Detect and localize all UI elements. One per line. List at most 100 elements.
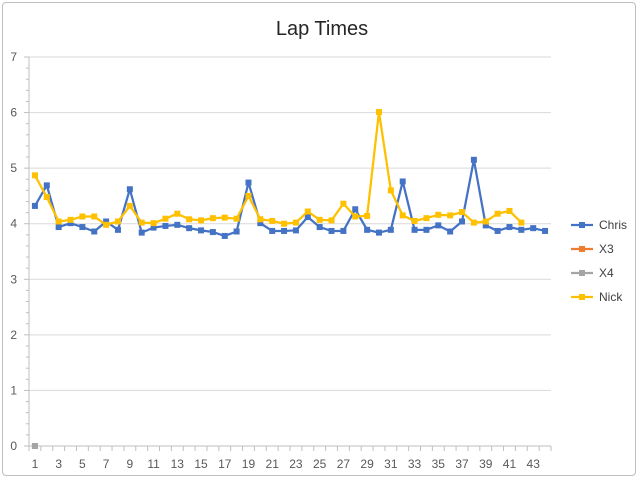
data-point-chris [126,186,133,193]
data-point-chris [304,214,311,221]
data-point-nick [91,213,98,220]
x-tick-label: 31 [384,457,398,471]
data-point-nick [447,212,454,219]
data-point-nick [245,192,252,199]
data-point-nick [292,219,299,226]
data-point-nick [103,221,110,228]
data-point-chris [292,227,299,234]
x-tick-label: 1 [32,457,39,471]
legend-label: Nick [599,290,623,304]
data-point-nick [411,217,418,224]
data-point-chris [470,156,477,163]
x-tick-label: 29 [360,457,374,471]
legend-item-x4: X4 [571,266,614,280]
data-point-nick [150,220,157,227]
y-tick-label: 6 [10,106,17,120]
data-point-nick [352,213,359,220]
data-point-chris [459,218,466,225]
legend-label: X3 [599,242,614,256]
data-point-nick [518,219,525,226]
data-point-chris [245,179,252,186]
data-point-chris [55,224,62,231]
data-point-nick [435,211,442,218]
data-point-nick [399,212,406,219]
series-nick [31,109,525,228]
data-point-nick [114,218,121,225]
data-point-chris [138,229,145,236]
data-point-chris [352,206,359,213]
x-tick-label: 35 [432,457,446,471]
data-point-nick [126,202,133,209]
data-point-nick [375,109,382,116]
data-point-chris [399,178,406,185]
y-tick-label: 1 [10,383,17,397]
x-tick-label: 17 [218,457,232,471]
data-point-nick [304,208,311,215]
data-point-chris [269,227,276,234]
x-tick-label: 19 [242,457,256,471]
y-tick-label: 2 [10,328,17,342]
data-point-chris [150,224,157,231]
data-point-nick [233,215,240,222]
data-point-chris [506,224,513,231]
data-point-chris [328,227,335,234]
data-point-chris [364,226,371,233]
data-point-chris [43,182,50,189]
legend-marker-swatch [579,270,585,276]
x-tick-label: 3 [55,457,62,471]
data-point-nick [269,217,276,224]
x-tick-label: 25 [313,457,327,471]
x-tick-label: 27 [337,457,351,471]
y-tick-label: 3 [10,272,17,286]
data-point-nick [316,216,323,223]
x-tick-label: 5 [79,457,86,471]
x-tick-label: 21 [266,457,280,471]
x-tick-label: 41 [503,457,517,471]
x-tick-label: 37 [455,457,469,471]
data-point-nick [209,215,216,222]
x-tick-label: 11 [147,457,160,471]
data-point-chris [162,222,169,229]
series-line-chris [33,158,546,238]
legend-marker-swatch [579,294,585,300]
data-point-nick [43,194,50,201]
data-point-chris [257,220,264,227]
x-tick-label: 15 [194,457,208,471]
data-point-chris [530,225,537,232]
data-point-chris [411,226,418,233]
chart-area: Lap Times 0 1 2 3 4 5 6 7 1 3 5 7 9 11 13 15 17 19 21 23 25 2… [2,2,636,476]
y-tick-label: 7 [10,50,17,64]
data-point-x4 [31,443,38,449]
data-point-nick [186,216,193,223]
data-point-chris [482,222,489,229]
data-point-nick [221,214,228,221]
data-point-nick [257,216,264,223]
data-point-nick [55,218,62,225]
legend-item-chris: Chris [571,218,627,232]
data-point-chris [91,228,98,235]
x-tick-label: 33 [408,457,422,471]
data-point-chris [518,226,525,233]
x-tick-label: 9 [126,457,133,471]
legend-label: Chris [599,218,627,232]
data-point-chris [435,222,442,229]
x-tick-label: 7 [103,457,110,471]
data-point-chris [186,225,193,232]
data-point-chris [114,226,121,233]
data-point-nick [423,215,430,222]
data-point-nick [79,213,86,220]
y-tick-label: 0 [10,439,17,453]
series-x4 [31,443,38,449]
legend-item-nick: Nick [571,290,623,304]
x-tick-label: 43 [527,457,541,471]
y-tick-label: 4 [10,217,17,231]
data-point-chris [375,229,382,236]
data-point-chris [340,227,347,234]
series-chris [31,156,549,239]
data-point-chris [174,221,181,228]
data-point-nick [138,219,145,226]
data-point-chris [281,227,288,234]
data-point-chris [221,232,228,239]
data-point-nick [198,217,205,224]
